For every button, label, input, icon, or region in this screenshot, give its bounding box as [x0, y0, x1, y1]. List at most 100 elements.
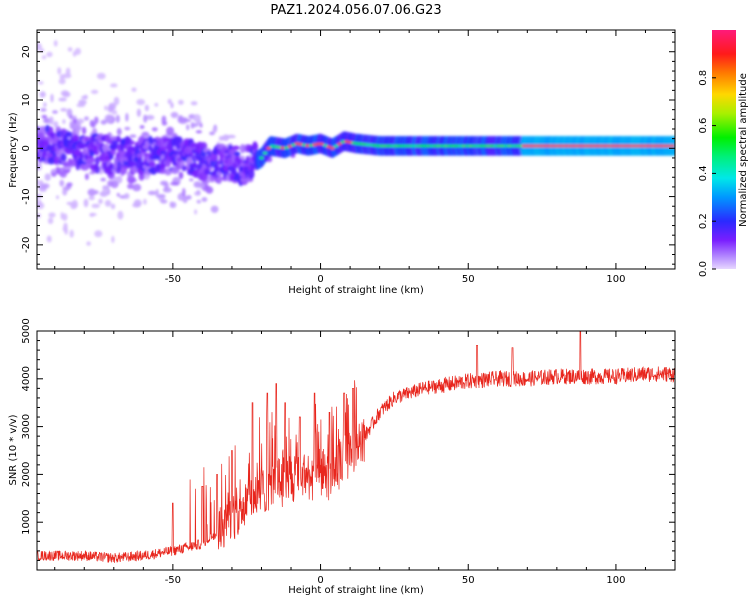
spectrogram-cell [94, 116, 99, 125]
spectrogram-plot-frame [36, 29, 676, 270]
spectrogram-cell [170, 181, 179, 186]
spectrogram-peak [347, 141, 353, 144]
spectrogram-cell [59, 74, 66, 80]
spectrogram-cell [111, 109, 118, 115]
spectrogram-cell [84, 173, 89, 180]
spectrogram-peak [670, 144, 675, 148]
spectrogram-cell [44, 124, 51, 133]
spectrogram-peak [273, 145, 278, 148]
spectrogram-cell [192, 114, 201, 122]
spectrogram-cell [148, 161, 156, 168]
spectrogram-cell [144, 104, 149, 112]
spectrogram-cell [151, 127, 158, 132]
spectrogram-cell [48, 116, 54, 125]
spectrogram-cell [104, 114, 114, 124]
spectrogram-peak [372, 144, 378, 147]
spectrogram-cell [120, 167, 128, 175]
spectrogram-cell [161, 145, 168, 151]
spectrogram-cell [50, 169, 57, 173]
spectrogram-cell [110, 83, 118, 88]
y-tick-label: -10 [21, 188, 32, 204]
spectrogram-peak [379, 144, 385, 148]
spectrogram-peak [386, 144, 392, 148]
spectrogram-peak [337, 142, 342, 146]
spectrogram-cell [100, 119, 107, 125]
spectrogram-chart: -50 0 50 100 -20 -10 0 10 20 Height of straight… [8, 29, 676, 296]
spectrogram-peak [493, 144, 498, 148]
spectrogram-peak [627, 144, 633, 148]
spectrogram-peak [394, 144, 399, 148]
spectrogram-peak [659, 144, 665, 148]
spectrogram-peak [319, 142, 324, 146]
spectrogram-peak [592, 144, 597, 148]
spectrogram-cell [41, 183, 50, 189]
x-tick-label: 0 [317, 575, 323, 586]
spectrogram-heatmap [37, 40, 675, 246]
spectrogram-peak [578, 144, 583, 148]
spectrogram-peak [624, 144, 629, 148]
spectrogram-cell [104, 105, 108, 111]
spectrogram-peak [422, 144, 427, 148]
spectrogram-peak [415, 144, 420, 148]
snr-y-axis: 1000 2000 3000 4000 5000 [21, 318, 675, 571]
spectrogram-cell [76, 103, 86, 108]
spectrogram-cell [104, 134, 111, 143]
spectrogram-cell [129, 134, 137, 138]
spectrogram-cell [50, 93, 54, 103]
spectrogram-cell [131, 87, 137, 92]
spectrogram-peak [542, 144, 548, 148]
spectrogram-cell [43, 102, 47, 108]
spectrogram-peak [369, 143, 374, 147]
spectrogram-peak [266, 147, 271, 150]
spectrogram-cell [191, 123, 199, 128]
spectrogram-peak [656, 144, 661, 148]
spectrogram-cell [52, 110, 58, 114]
spectrogram-peak [411, 144, 417, 148]
spectrogram-cell [94, 156, 100, 166]
spectrogram-peak [397, 144, 402, 148]
spectrogram-peak [518, 144, 523, 148]
spectrogram-cell [37, 199, 42, 208]
spectrogram-peak [308, 144, 314, 147]
y-tick-label: 0 [21, 145, 32, 151]
spectrogram-peak [464, 144, 470, 148]
spectrogram-peak [301, 143, 307, 147]
spectrogram-cell [127, 175, 136, 184]
spectrogram-peak [503, 144, 509, 148]
y-tick-label: 4000 [21, 366, 32, 391]
colorbar-ticks: 0.0 0.2 0.4 0.6 0.8 [698, 70, 716, 277]
spectrogram-cell [117, 210, 124, 220]
spectrogram-peak [312, 143, 317, 146]
spectrogram-peak [539, 144, 544, 148]
spectrogram-peak [429, 144, 434, 148]
spectrogram-peak [489, 144, 495, 148]
spectrogram-cell [167, 98, 172, 105]
spectrogram-cell [91, 203, 100, 209]
spectrogram-x-axis: -50 0 50 100 [54, 30, 676, 285]
spectrogram-cell [116, 175, 123, 184]
spectrogram-peak [557, 144, 562, 148]
spectrogram-cell [201, 197, 208, 202]
spectrogram-peak [535, 144, 541, 148]
spectrogram-cell [108, 102, 117, 111]
spectrogram-cell [209, 131, 215, 136]
spectrogram-cell [89, 119, 95, 127]
spectrogram-cell [39, 180, 44, 187]
spectrogram-cell [37, 179, 40, 186]
spectrogram-peak [284, 146, 289, 150]
spectrogram-peak [617, 144, 622, 148]
spectrogram-peak [525, 144, 530, 148]
spectrogram-cell [116, 192, 120, 197]
spectrogram-peak [262, 151, 268, 155]
spectrogram-cell [157, 194, 166, 198]
spectrogram-cell [138, 173, 145, 181]
spectrogram-cell [37, 42, 42, 51]
spectrogram-cell [62, 213, 68, 221]
spectrogram-peak [418, 144, 424, 148]
colorbar-tick-label: 0.0 [698, 261, 709, 277]
spectrogram-peak [581, 144, 587, 148]
spectrogram-cell [113, 96, 120, 106]
snr-x-axis: -50 0 50 100 [54, 331, 676, 586]
spectrogram-peak [486, 144, 491, 148]
spectrogram-peak [567, 144, 572, 148]
